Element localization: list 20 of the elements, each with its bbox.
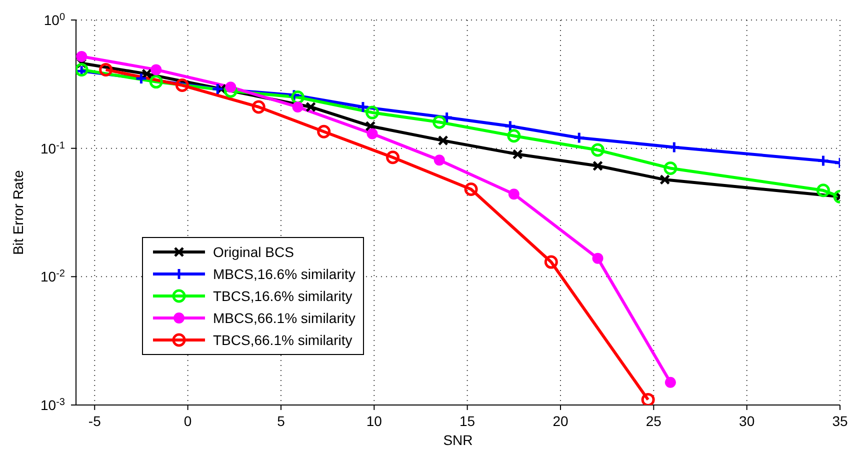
x-axis-title: SNR xyxy=(443,432,473,448)
y-tick-label: 10$^{0}$ xyxy=(44,12,66,28)
x-tick-label: 5 xyxy=(277,413,286,429)
x-tick-label: 15 xyxy=(460,413,476,429)
x-tick-label: 35 xyxy=(832,413,848,429)
legend-label: Original BCS xyxy=(213,244,294,260)
y-tick-label: 10$^{-2}$ xyxy=(40,268,66,285)
legend-label: MBCS,66.1% similarity xyxy=(213,310,356,326)
x-tick-label: 30 xyxy=(739,413,755,429)
x-tick-label: 20 xyxy=(552,413,568,429)
y-axis-title: Bit Error Rate xyxy=(10,170,26,255)
x-tick-label: 0 xyxy=(184,413,192,429)
legend-label: TBCS,16.6% similarity xyxy=(213,288,352,304)
legend-label: MBCS,16.6% similarity xyxy=(213,266,356,282)
y-tick-label: 10$^{-1}$ xyxy=(40,140,66,156)
x-tick-label: -5 xyxy=(88,413,102,429)
x-tick-label: 10 xyxy=(366,413,382,429)
legend-label: TBCS,66.1% similarity xyxy=(213,332,352,348)
x-tick-label: 25 xyxy=(646,413,662,429)
y-tick-label: 10$^{-3}$ xyxy=(40,396,66,413)
